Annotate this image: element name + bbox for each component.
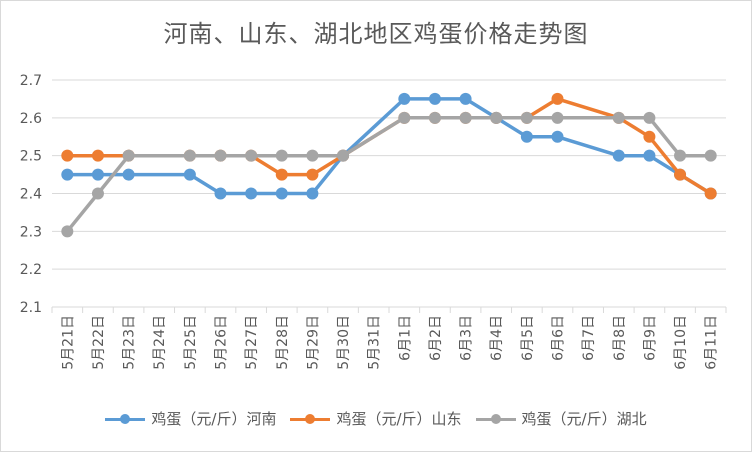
x-tick-label: 5月25日 [183, 315, 199, 370]
x-tick-label: 5月27日 [244, 315, 260, 370]
data-point-series-2 [428, 111, 441, 124]
x-tick-label: 5月30日 [336, 315, 352, 370]
chart-legend: 鸡蛋（元/斤）河南 鸡蛋（元/斤）山东 鸡蛋（元/斤）湖北 [0, 408, 752, 429]
data-point-series-0 [398, 92, 411, 105]
data-point-series-2 [612, 111, 625, 124]
data-point-series-2 [337, 149, 350, 162]
data-point-series-0 [428, 92, 441, 105]
legend-swatch [105, 412, 146, 426]
data-point-series-2 [551, 111, 564, 124]
x-tick-label: 6月2日 [428, 315, 444, 361]
data-point-series-2 [306, 149, 319, 162]
data-point-series-2 [459, 111, 472, 124]
data-point-series-0 [91, 168, 104, 181]
data-point-series-2 [245, 149, 258, 162]
data-point-series-0 [643, 149, 656, 162]
x-tick-label: 6月5日 [520, 315, 536, 361]
data-point-series-2 [674, 149, 687, 162]
y-tick-label: 2.6 [20, 111, 42, 127]
x-tick-label: 5月21日 [60, 315, 76, 370]
data-point-series-0 [214, 187, 227, 200]
chart-title: 河南、山东、湖北地区鸡蛋价格走势图 [163, 20, 589, 48]
data-point-series-2 [490, 111, 503, 124]
data-point-series-2 [520, 111, 533, 124]
y-tick-label: 2.5 [20, 149, 42, 165]
data-point-series-2 [61, 225, 74, 238]
data-point-series-1 [551, 92, 564, 105]
data-point-series-1 [306, 168, 319, 181]
series-line-0 [65, 97, 713, 196]
legend-label: 鸡蛋（元/斤）山东 [336, 410, 462, 428]
x-tick-label: 5月26日 [214, 315, 230, 370]
data-point-series-2 [122, 149, 135, 162]
data-point-series-0 [61, 168, 74, 181]
data-point-series-0 [183, 168, 196, 181]
x-tick-label: 6月6日 [551, 315, 567, 361]
data-point-series-2 [275, 149, 288, 162]
data-point-series-2 [183, 149, 196, 162]
x-tick-label: 5月23日 [122, 315, 138, 370]
y-tick-label: 2.7 [20, 73, 42, 89]
legend-swatch [475, 412, 516, 426]
x-tick-label: 6月8日 [612, 315, 628, 361]
x-tick-label: 5月24日 [152, 315, 168, 370]
x-tick-label: 5月29日 [305, 315, 321, 370]
data-point-series-0 [612, 149, 625, 162]
data-point-series-1 [91, 149, 104, 162]
legend-label: 鸡蛋（元/斤）河南 [151, 410, 277, 428]
y-tick-label: 2.1 [20, 300, 42, 316]
x-tick-label: 5月28日 [275, 315, 291, 370]
data-point-series-0 [520, 130, 533, 143]
y-tick-label: 2.4 [20, 187, 42, 203]
legend-swatch [290, 412, 331, 426]
data-point-series-2 [704, 149, 717, 162]
legend-item: 鸡蛋（元/斤）山东 [290, 408, 462, 429]
x-tick-label: 6月7日 [581, 315, 597, 361]
data-point-series-2 [214, 149, 227, 162]
y-tick-label: 2.2 [20, 262, 42, 278]
data-point-series-2 [643, 111, 656, 124]
data-point-series-2 [91, 187, 104, 200]
data-point-series-0 [306, 187, 319, 200]
x-tick-label: 5月22日 [91, 315, 107, 370]
data-point-series-1 [704, 187, 717, 200]
x-tick-label: 6月10日 [673, 315, 689, 370]
x-tick-label: 6月1日 [397, 315, 413, 361]
legend-label: 鸡蛋（元/斤）湖北 [521, 410, 647, 428]
x-tick-label: 6月11日 [704, 315, 720, 370]
data-point-series-0 [275, 187, 288, 200]
data-point-series-0 [245, 187, 258, 200]
data-point-series-1 [674, 168, 687, 181]
data-point-series-1 [275, 168, 288, 181]
x-tick-label: 6月4日 [489, 315, 505, 361]
x-tick-label: 6月9日 [642, 315, 658, 361]
data-point-series-0 [551, 130, 564, 143]
data-point-series-0 [122, 168, 135, 181]
data-point-series-0 [459, 92, 472, 105]
data-point-series-1 [61, 149, 74, 162]
x-tick-label: 5月31日 [367, 315, 383, 370]
legend-item: 鸡蛋（元/斤）河南 [105, 408, 276, 429]
y-tick-label: 2.3 [20, 224, 42, 240]
data-point-series-1 [643, 130, 656, 143]
x-tick-label: 6月3日 [459, 315, 475, 361]
data-point-series-2 [398, 111, 411, 124]
legend-item: 鸡蛋（元/斤）湖北 [475, 408, 647, 429]
